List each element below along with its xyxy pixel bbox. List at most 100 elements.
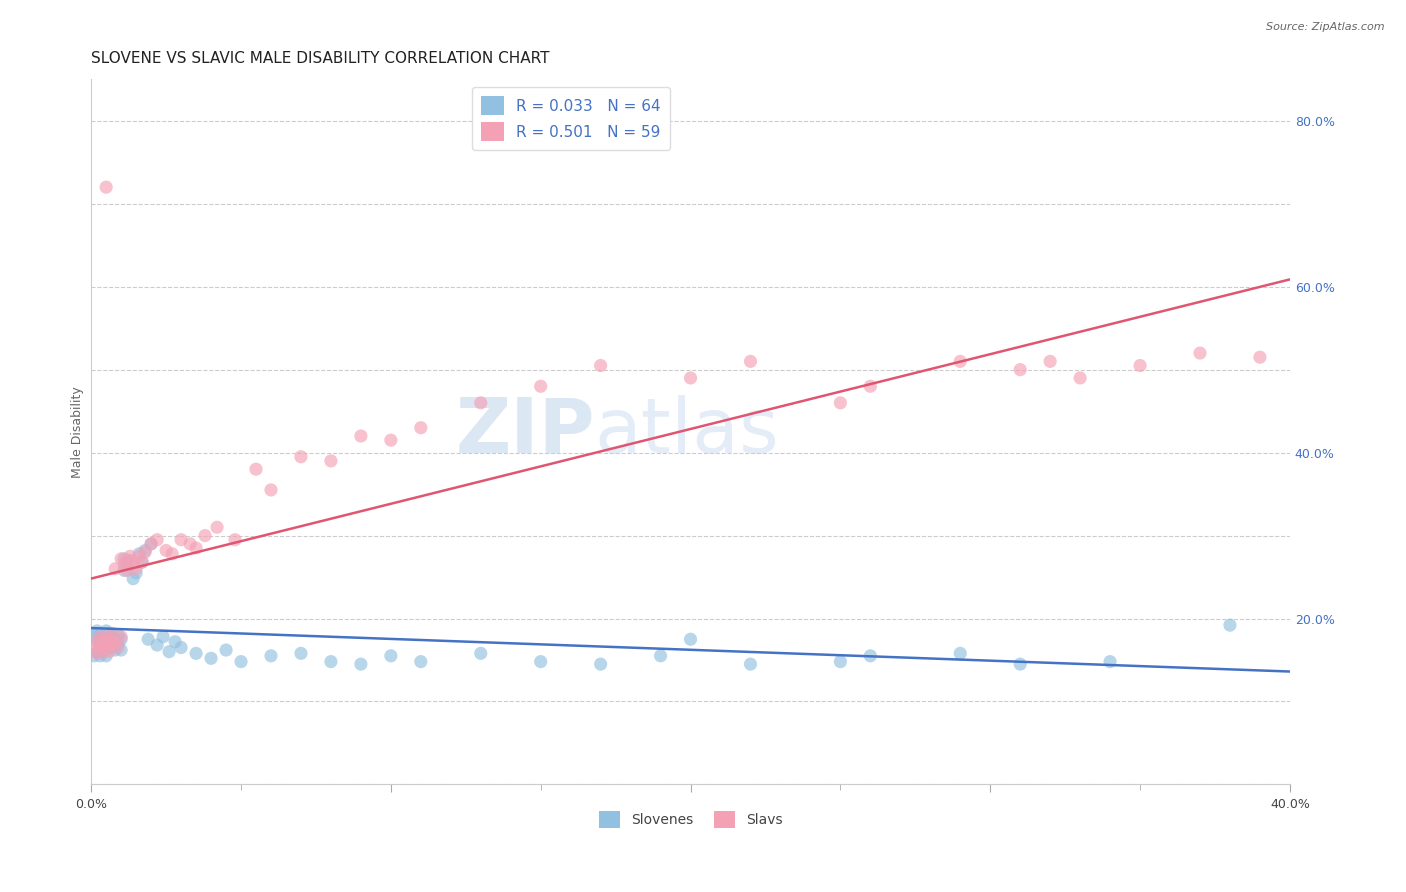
Point bbox=[120, 549, 142, 564]
Point bbox=[112, 551, 135, 566]
Point bbox=[205, 520, 228, 534]
Point bbox=[91, 640, 114, 655]
Point bbox=[104, 643, 127, 657]
Point bbox=[115, 553, 138, 567]
Point bbox=[1188, 346, 1211, 360]
Point bbox=[139, 537, 162, 551]
Point bbox=[122, 555, 145, 569]
Point bbox=[98, 626, 121, 640]
Point bbox=[134, 543, 156, 558]
Point bbox=[89, 648, 111, 663]
Point bbox=[91, 645, 114, 659]
Point bbox=[91, 645, 114, 659]
Point bbox=[101, 640, 124, 655]
Point bbox=[86, 645, 108, 659]
Text: ZIP: ZIP bbox=[456, 395, 595, 469]
Point bbox=[740, 657, 762, 672]
Point bbox=[1010, 362, 1032, 376]
Point bbox=[96, 636, 118, 650]
Point bbox=[98, 638, 121, 652]
Point bbox=[184, 646, 207, 660]
Point bbox=[1069, 371, 1091, 385]
Point bbox=[859, 379, 882, 393]
Point bbox=[260, 648, 283, 663]
Point bbox=[86, 634, 108, 648]
Point bbox=[290, 646, 312, 660]
Point bbox=[194, 528, 217, 542]
Point bbox=[260, 483, 283, 497]
Point bbox=[350, 657, 373, 672]
Point bbox=[125, 562, 148, 576]
Point bbox=[200, 651, 222, 665]
Point bbox=[409, 421, 432, 435]
Point bbox=[859, 648, 882, 663]
Point bbox=[110, 632, 132, 647]
Point bbox=[101, 634, 124, 648]
Point bbox=[1129, 359, 1152, 373]
Point bbox=[136, 632, 159, 647]
Point bbox=[679, 632, 702, 647]
Point bbox=[96, 624, 118, 638]
Point bbox=[83, 640, 105, 655]
Point bbox=[83, 628, 105, 642]
Point bbox=[104, 634, 127, 648]
Point bbox=[319, 454, 342, 468]
Point bbox=[107, 640, 129, 655]
Point bbox=[120, 553, 142, 567]
Point bbox=[530, 379, 553, 393]
Point bbox=[589, 359, 612, 373]
Point bbox=[165, 634, 187, 648]
Point bbox=[89, 630, 111, 644]
Point bbox=[949, 354, 972, 368]
Point bbox=[160, 547, 183, 561]
Point bbox=[131, 555, 153, 569]
Point bbox=[91, 634, 114, 648]
Point bbox=[380, 433, 402, 447]
Point bbox=[125, 566, 148, 580]
Point bbox=[110, 630, 132, 644]
Point bbox=[679, 371, 702, 385]
Point bbox=[229, 655, 252, 669]
Point bbox=[470, 646, 492, 660]
Y-axis label: Male Disability: Male Disability bbox=[72, 386, 84, 478]
Point bbox=[409, 655, 432, 669]
Point bbox=[350, 429, 373, 443]
Point bbox=[224, 533, 246, 547]
Point bbox=[96, 632, 118, 647]
Text: atlas: atlas bbox=[595, 395, 779, 469]
Point bbox=[139, 537, 162, 551]
Point bbox=[112, 558, 135, 572]
Point bbox=[96, 640, 118, 655]
Point bbox=[650, 648, 672, 663]
Text: Source: ZipAtlas.com: Source: ZipAtlas.com bbox=[1267, 22, 1385, 32]
Point bbox=[290, 450, 312, 464]
Point bbox=[131, 555, 153, 569]
Point bbox=[170, 640, 193, 655]
Point bbox=[245, 462, 267, 476]
Point bbox=[215, 643, 238, 657]
Point bbox=[89, 640, 111, 655]
Point bbox=[98, 632, 121, 647]
Point bbox=[134, 545, 156, 559]
Point bbox=[146, 533, 169, 547]
Point bbox=[470, 396, 492, 410]
Point bbox=[589, 657, 612, 672]
Point bbox=[107, 628, 129, 642]
Point bbox=[1039, 354, 1062, 368]
Point bbox=[115, 563, 138, 577]
Point bbox=[179, 537, 201, 551]
Point bbox=[1010, 657, 1032, 672]
Point bbox=[115, 558, 138, 572]
Point bbox=[128, 549, 150, 564]
Point bbox=[98, 632, 121, 647]
Point bbox=[86, 632, 108, 647]
Point bbox=[83, 648, 105, 663]
Point bbox=[101, 626, 124, 640]
Point bbox=[101, 638, 124, 652]
Point bbox=[110, 551, 132, 566]
Point bbox=[101, 630, 124, 644]
Point bbox=[319, 655, 342, 669]
Point bbox=[98, 645, 121, 659]
Point bbox=[104, 632, 127, 647]
Point bbox=[112, 563, 135, 577]
